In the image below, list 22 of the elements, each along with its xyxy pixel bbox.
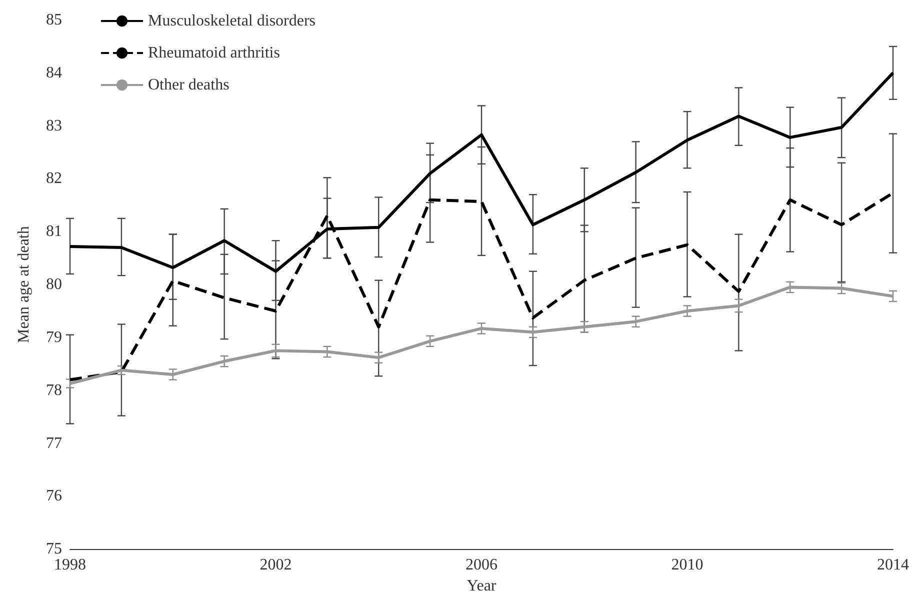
y-tick-label: 82: [46, 170, 62, 188]
y-tick-label: 81: [46, 223, 62, 240]
x-tick-label: 2002: [260, 556, 292, 574]
y-tick-label: 83: [46, 117, 62, 134]
y-tick-label: 85: [46, 12, 62, 28]
y-tick-label: 78: [46, 382, 62, 399]
line-series: [68, 286, 894, 385]
x-tick-label: 2010: [671, 556, 704, 574]
x-tick-label: 2014: [877, 556, 909, 574]
x-tick-label: 2006: [466, 556, 498, 574]
y-tick-label: 76: [46, 488, 62, 505]
y-tick-label: 77: [46, 434, 62, 452]
x-axis-title: Year: [466, 578, 497, 594]
legend-label: Other deaths: [148, 76, 230, 94]
y-axis-title: Mean age at death: [16, 226, 32, 343]
legend-label: Rheumatoid arthritis: [148, 44, 280, 62]
legend-label: Musculoskeletal disorders: [148, 12, 316, 30]
y-tick-label: 75: [46, 540, 62, 558]
x-tick-label: 1998: [54, 556, 86, 574]
y-tick-label: 79: [46, 328, 62, 346]
y-tick-label: 80: [46, 276, 62, 294]
y-tick-label: 84: [46, 64, 62, 82]
